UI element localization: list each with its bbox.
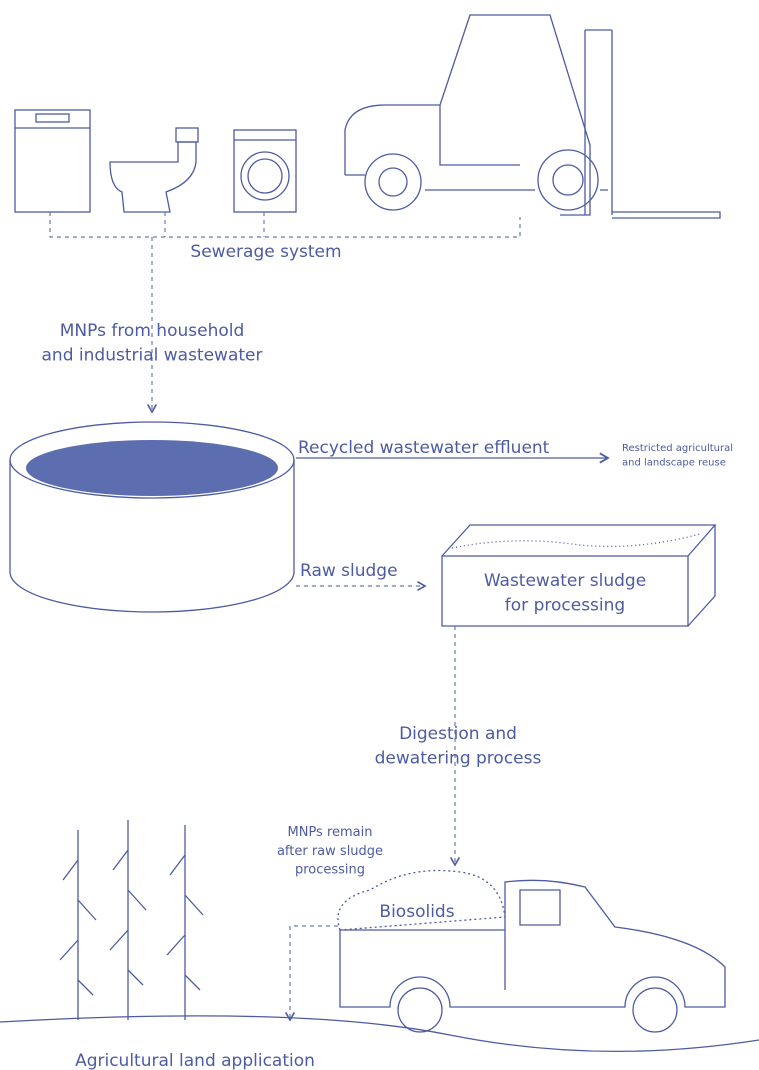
text-line: MNPs remain xyxy=(288,825,373,840)
sewer-line xyxy=(50,212,520,237)
text-line: Agricultural land application xyxy=(75,1051,315,1070)
land-label: Agricultural land application xyxy=(75,1051,315,1070)
text-line: dewatering process xyxy=(375,749,542,769)
sewerage-label: Sewerage system xyxy=(190,242,341,262)
text-line: Raw sludge xyxy=(300,561,398,581)
text-line: and industrial wastewater xyxy=(42,346,263,366)
text-line: Wastewater sludge xyxy=(484,571,646,591)
effluent-label: Recycled wastewater effluent xyxy=(298,438,550,458)
reuse-label: Restricted agricultural and landscape reu… xyxy=(622,443,733,469)
appliances xyxy=(15,110,296,212)
pickup-truck xyxy=(338,870,725,1032)
treatment-tank xyxy=(10,422,294,612)
text-line: Restricted agricultural xyxy=(622,443,733,454)
sludge-box-label: Wastewater sludge for processing xyxy=(484,571,646,616)
raw-sludge-label: Raw sludge xyxy=(300,561,398,581)
text-line: Recycled wastewater effluent xyxy=(298,438,550,458)
remain-label: MNPs remain after raw sludge processing xyxy=(277,825,383,878)
digestion-label: Digestion and dewatering process xyxy=(375,724,542,769)
text-line: MNPs from household xyxy=(60,321,245,341)
text-line: processing xyxy=(295,863,365,878)
forklift xyxy=(345,15,720,218)
text-line: for processing xyxy=(505,596,625,616)
text-line: Biosolids xyxy=(379,902,454,922)
text-line: Digestion and xyxy=(399,724,517,744)
text-line: after raw sludge xyxy=(277,844,383,859)
land-arrow xyxy=(290,926,338,1020)
biosolids-label: Biosolids xyxy=(379,902,454,922)
text-line: Sewerage system xyxy=(190,242,341,262)
text-line: and landscape reuse xyxy=(622,458,726,469)
diagram: Sewerage system MNPs from household and i… xyxy=(0,0,759,1070)
